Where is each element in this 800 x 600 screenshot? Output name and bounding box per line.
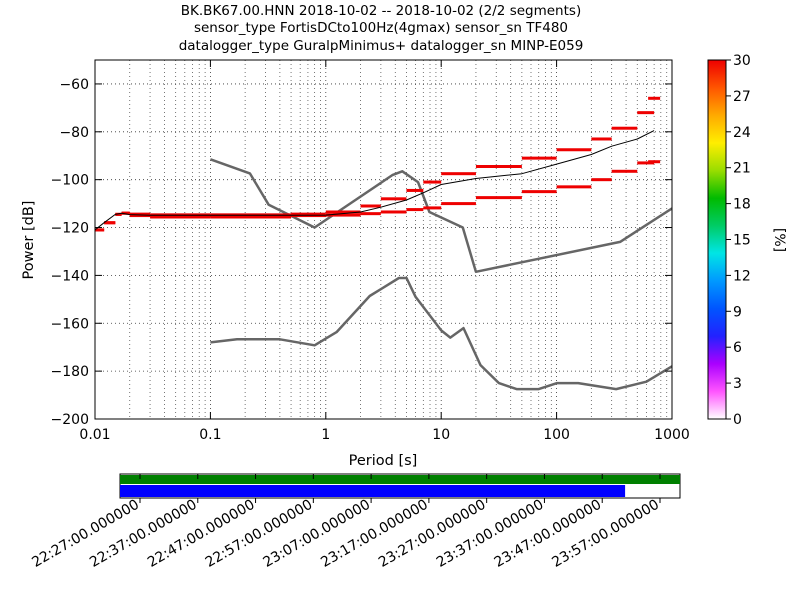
pdf-lower-percentile-segment <box>648 160 661 164</box>
pdf-lower-percentile-segment <box>104 221 116 225</box>
pdf-lower-percentile-segment <box>475 196 522 200</box>
colorbar-tick-label: 6 <box>733 340 742 356</box>
x-tick-label: 1000 <box>654 427 690 443</box>
timeline-data-track <box>120 485 626 497</box>
colorbar-gradient <box>707 59 727 420</box>
figure-title: BK.BK67.00.HNN 2018-10-02 -- 2018-10-02 … <box>179 3 584 54</box>
x-tick-label: 10 <box>432 427 450 443</box>
pdf-lower-percentile-segment <box>611 169 638 173</box>
y-tick-label: −80 <box>59 125 89 141</box>
pdf-upper-percentile-segment <box>423 180 442 184</box>
pdf-lower-percentile-segment <box>325 213 361 217</box>
x-tick-label: 0.1 <box>199 427 221 443</box>
y-tick-label: −60 <box>59 77 89 93</box>
pdf-lower-percentile-segment <box>556 185 592 189</box>
pdf-lower-percentile-segment <box>441 202 476 206</box>
ppsd-plot: 0.01 0.1 1 10 100 1000 −60 −80 −100 −120 −140 −160… <box>21 59 690 469</box>
timeline-tick-label: 23:27:00.000000 <box>376 497 489 571</box>
colorbar-ticks: 0 3 6 9 12 15 18 21 24 27 30 <box>726 53 751 428</box>
pdf-lower-percentile-segment <box>423 206 442 210</box>
pdf-upper-percentile-segment <box>556 148 592 152</box>
timeline-tick-label: 23:17:00.000000 <box>318 497 431 571</box>
pdf-lower-percentile-segment <box>121 211 130 215</box>
title-line-1: BK.BK67.00.HNN 2018-10-02 -- 2018-10-02 … <box>181 3 581 19</box>
x-tick-label: 1 <box>321 427 330 443</box>
noise-model-low-line <box>210 276 672 391</box>
pdf-lower-percentile-segment <box>591 178 612 182</box>
y-tick-label: −120 <box>51 221 89 237</box>
colorbar-tick-label: 12 <box>733 268 751 284</box>
tick-layer <box>94 60 673 420</box>
timeline-tick-label: 23:47:00.000000 <box>492 497 605 571</box>
colorbar-tick-label: 24 <box>733 125 751 141</box>
timeline-tick-label: 22:27:00.000000 <box>29 497 142 571</box>
pdf-upper-percentile-segment <box>325 210 361 214</box>
y-tick-label: −180 <box>51 364 89 380</box>
pdf-lower-percentile-segment <box>210 215 292 219</box>
colorbar-tick-label: 0 <box>733 412 742 428</box>
colorbar-tick-label: 30 <box>733 53 751 69</box>
pdf-lower-percentile-segment <box>150 215 211 219</box>
coverage-timeline: 22:27:00.00000022:37:00.00000022:47:00.0… <box>29 473 681 571</box>
colorbar-tick-label: 21 <box>733 161 751 177</box>
pdf-upper-percentile-segment <box>521 156 557 160</box>
pdf-lower-percentile-segment <box>115 212 122 216</box>
timeline-tick-label: 22:57:00.000000 <box>203 497 316 571</box>
colorbar-tick-label: 3 <box>733 376 742 392</box>
y-tick-labels: −60 −80 −100 −120 −140 −160 −180 −200 <box>51 77 89 428</box>
y-tick-label: −100 <box>51 173 89 189</box>
pdf-upper-percentile-segment <box>591 137 612 141</box>
pdf-upper-percentile-segment <box>360 204 381 208</box>
y-tick-label: −140 <box>51 268 89 284</box>
pdf-lower-percentile-segment <box>406 208 424 212</box>
timeline-labels: 22:27:00.00000022:37:00.00000022:47:00.0… <box>29 497 662 571</box>
colorbar-tick-label: 15 <box>733 233 751 249</box>
pdf-upper-percentile-segment <box>406 188 424 192</box>
colorbar-label: [%] <box>771 228 787 252</box>
pdf-upper-percentile-segment <box>648 96 661 100</box>
x-tick-labels: 0.01 0.1 1 10 100 1000 <box>79 427 689 443</box>
colorbar-tick-label: 18 <box>733 197 751 213</box>
pdf-lower-percentile-segment <box>360 212 381 216</box>
series-layer <box>95 96 672 391</box>
title-line-2: sensor_type FortisDCto100Hz(4gmax) senso… <box>194 20 568 36</box>
plot-background <box>95 60 672 419</box>
pdf-upper-percentile-segment <box>380 197 407 201</box>
y-axis-label: Power [dB] <box>21 201 37 280</box>
pdf-upper-percentile-segment <box>637 111 655 115</box>
pdf-lower-percentile-segment <box>637 161 655 165</box>
colorbar: 0 3 6 9 12 15 18 21 24 27 30 [%] <box>707 53 787 428</box>
title-line-3: datalogger_type GuralpMinimus+ datalogge… <box>179 38 584 54</box>
timeline-tick-label: 23:57:00.000000 <box>549 497 662 571</box>
pdf-upper-percentile-segment <box>611 126 638 130</box>
colorbar-tick-label: 9 <box>733 304 742 320</box>
y-tick-label: −160 <box>51 316 89 332</box>
mode-line <box>95 130 655 231</box>
pdf-lower-percentile-segment <box>95 228 105 232</box>
colorbar-tick-label: 27 <box>733 89 751 105</box>
timeline-segments-track <box>120 475 680 484</box>
x-tick-label: 0.01 <box>79 427 110 443</box>
timeline-tick-label: 23:37:00.000000 <box>434 497 547 571</box>
pdf-lower-percentile-segment <box>521 190 557 194</box>
x-tick-label: 100 <box>543 427 570 443</box>
timeline-tick-label: 22:47:00.000000 <box>145 497 258 571</box>
x-axis-label: Period [s] <box>349 453 418 469</box>
pdf-lower-percentile-segment <box>129 214 151 218</box>
noise-model-high-line <box>209 158 672 274</box>
pdf-upper-percentile-segment <box>475 165 522 169</box>
y-tick-label: −200 <box>51 412 89 428</box>
pdf-upper-percentile-segment <box>441 172 476 176</box>
timeline-ticks <box>139 474 661 503</box>
timeline-tick-label: 22:37:00.000000 <box>87 497 200 571</box>
pdf-lower-percentile-segment <box>380 210 407 214</box>
plot-frame <box>94 59 673 420</box>
timeline-tick-label: 23:07:00.000000 <box>261 497 374 571</box>
